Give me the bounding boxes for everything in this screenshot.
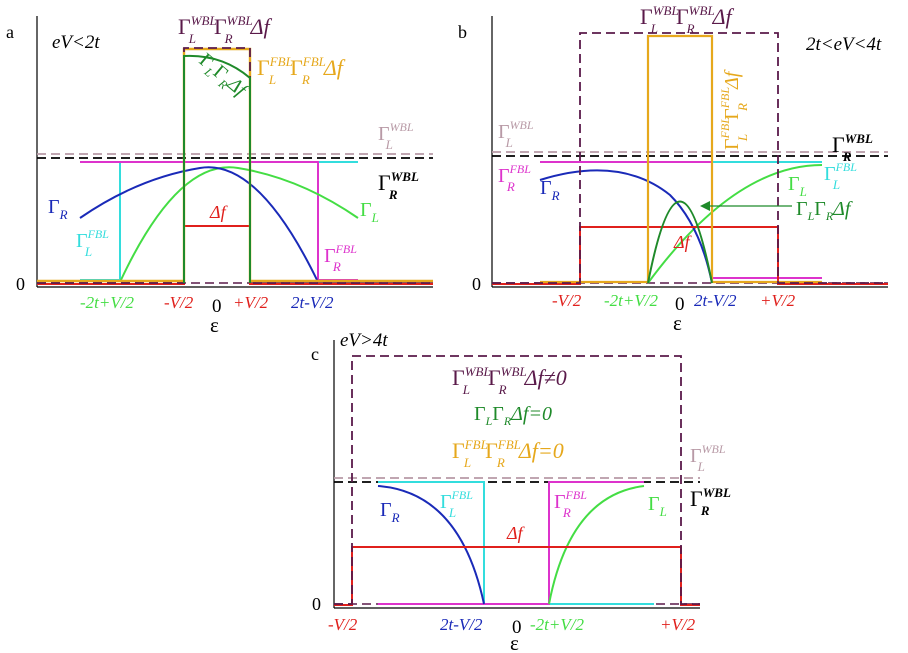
gamma-l-curve-c (548, 485, 645, 605)
tick-label-c-3: -2t+V/2 (530, 615, 584, 634)
gamma-l-curve-a (119, 166, 359, 283)
gamma-r-curve-a (79, 166, 319, 283)
epsilon-zero-b: 0 (675, 294, 685, 315)
wbl-product-label-c: ΓWBL L ΓWBL R Δf≠0 (452, 364, 567, 397)
wbl-product-curve-a (37, 47, 433, 284)
gamma-l-wbl-label-c: ΓWBL L (690, 442, 726, 474)
tick-label-c-4: +V/2 (660, 615, 696, 634)
tick-label-b-1: -V/2 (552, 291, 582, 310)
gamma-r-fbl-label-b: ΓFBL R (498, 162, 531, 194)
gamma-l-fbl-curve-c (378, 481, 654, 605)
tick-label-a-3: +V/2 (233, 293, 269, 312)
wbl-product-label-b: ΓWBL L ΓWBL R Δf (640, 3, 735, 36)
fbl-product-label-c: ΓFBL L ΓFBL R Δf=0 (452, 437, 564, 470)
gamma-l-label-c: ΓL (648, 493, 667, 519)
wbl-product-curve-c (334, 355, 700, 605)
fbl-product-label-a: ΓFBL L ΓFBL R Δf (257, 54, 346, 87)
epsilon-zero-c: 0 (512, 617, 522, 638)
gamma-l-fbl-label-a: ΓFBL L (76, 227, 109, 259)
panel-letter-a: a (6, 22, 14, 42)
gamma-product-label-b: ΓLΓRΔf (796, 198, 853, 223)
gamma-product-label-a: ΓLΓRΔf (193, 49, 253, 105)
gamma-r-curve-c (377, 485, 485, 605)
gamma-r-fbl-curve-b (540, 161, 822, 279)
gamma-l-label-a: ΓL (360, 199, 379, 225)
delta-f-label-c: Δf (506, 523, 526, 543)
gamma-r-wbl-label-a: ΓWBL R (378, 169, 419, 202)
regime-label-b: 2t<eV<4t (806, 34, 882, 55)
tick-label-c-1: -V/2 (328, 615, 358, 634)
gamma-r-wbl-label-c: ΓWBL R (690, 485, 731, 518)
tick-label-b-3: 2t-V/2 (694, 291, 737, 310)
fbl-product-curve-a (37, 47, 433, 283)
wbl-product-label-a: ΓWBL L ΓWBL R Δf (178, 13, 273, 46)
gamma-product-curve-b (647, 200, 713, 284)
panel-c: c eV>4t 0 ΓWBL L ΓWBL R Δf≠0 ΓLΓRΔf=0 ΓFBL L Γ… (311, 330, 731, 653)
gamma-l-fbl-curve-b (540, 161, 822, 283)
gamma-l-wbl-label-a: ΓWBL L (378, 120, 414, 152)
epsilon-label-c: ε (510, 631, 519, 653)
panel-letter-b: b (458, 22, 467, 42)
fbl-product-curve-b (540, 34, 822, 284)
gamma-l-curve-b (647, 164, 823, 284)
gamma-r-label-a: ΓR (48, 196, 68, 222)
gamma-l-label-b: ΓL (788, 173, 807, 199)
gamma-l-fbl-label-c: ΓFBL L (440, 488, 473, 520)
delta-f-label-b: Δf (673, 232, 693, 252)
gamma-r-fbl-label-c: ΓFBL R (554, 488, 587, 520)
regime-label-c: eV>4t (340, 330, 388, 351)
gamma-product-label-c: ΓLΓRΔf=0 (474, 403, 552, 428)
tick-label-b-2: -2t+V/2 (604, 291, 658, 310)
gamma-product-arrowhead-b (700, 201, 710, 211)
panel-a: a eV<2t 0 ΓWBL L ΓWBL R Δf ΓFBL L ΓFBL R Δf ΓLΓR… (6, 13, 433, 337)
fbl-product-label-b: ΓFBL LΓFBL RΔf (718, 69, 750, 150)
tick-label-a-1: -2t+V/2 (80, 293, 134, 312)
regime-label-a: eV<2t (52, 32, 100, 53)
delta-f-curve-b (492, 226, 888, 285)
epsilon-label-a: ε (210, 313, 219, 337)
tick-label-b-4: +V/2 (760, 291, 796, 310)
zero-label-b: 0 (472, 274, 481, 294)
delta-f-label-a: Δf (209, 202, 229, 222)
gamma-l-fbl-label-b: ΓFBL L (824, 160, 857, 192)
tick-label-a-4: 2t-V/2 (291, 293, 334, 312)
gamma-l-wbl-label-b: ΓWBL L (498, 118, 534, 150)
panel-letter-c: c (311, 344, 319, 364)
zero-label-a: 0 (16, 274, 25, 294)
gamma-r-fbl-curve-c (378, 481, 644, 605)
wbl-product-curve-b (492, 32, 888, 284)
gamma-r-label-b: ΓR (540, 177, 560, 203)
gamma-r-label-c: ΓR (380, 499, 400, 525)
zero-label-c: 0 (312, 594, 321, 614)
epsilon-label-b: ε (673, 311, 682, 335)
epsilon-zero-a: 0 (212, 296, 222, 317)
tick-label-a-2: -V/2 (164, 293, 194, 312)
gamma-r-curve-b (539, 169, 713, 284)
gamma-product-curve-a (183, 54, 251, 283)
tick-label-c-2: 2t-V/2 (440, 615, 483, 634)
delta-f-curve-c (334, 546, 700, 606)
gamma-r-fbl-label-a: ΓFBL R (324, 242, 357, 274)
delta-f-curve-a (37, 225, 433, 285)
panel-b: b 2t<eV<4t 0 ΓWBL L ΓWBL R Δf ΓFBL LΓFBL RΔf Γ… (458, 3, 888, 335)
